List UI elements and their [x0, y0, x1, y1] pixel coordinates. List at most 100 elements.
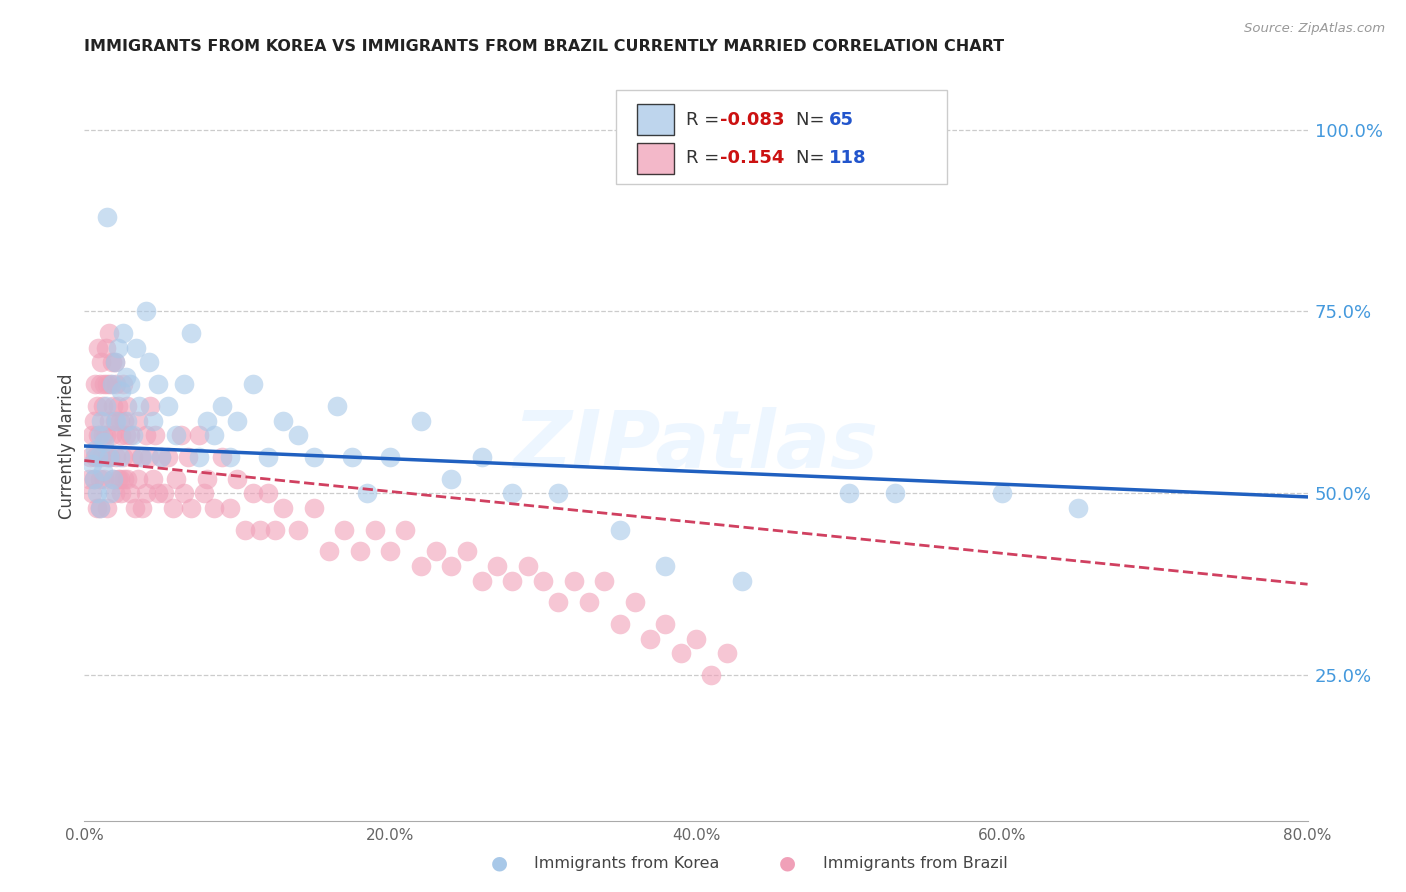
Point [883, 486, 905, 500]
Point [97, 326, 120, 341]
Text: ●: ● [491, 854, 508, 873]
Point [80, 428, 103, 442]
Point [86, 500, 108, 515]
Point [394, 523, 416, 537]
Point [107, 399, 129, 413]
Point [685, 632, 707, 646]
Point [142, 413, 165, 427]
Point [333, 523, 356, 537]
Point [609, 523, 631, 537]
Point [86, 486, 108, 500]
Point [226, 413, 249, 427]
Point [101, 428, 124, 442]
Text: ZIPatlas: ZIPatlas [513, 407, 879, 485]
Point [135, 428, 157, 442]
Point [131, 500, 153, 515]
Point [264, 523, 287, 537]
Point [87, 450, 110, 464]
Point [115, 472, 138, 486]
Point [104, 355, 127, 369]
Point [127, 472, 149, 486]
Point [89, 377, 111, 392]
Text: R =: R = [686, 150, 725, 168]
Text: N=: N= [796, 111, 831, 128]
Text: N=: N= [796, 150, 831, 168]
Point [173, 486, 195, 500]
Point [87, 341, 110, 355]
Point [103, 472, 125, 486]
FancyBboxPatch shape [637, 104, 673, 136]
Point [135, 486, 157, 500]
Text: 118: 118 [830, 150, 868, 168]
Point [108, 472, 131, 486]
Text: Immigrants from Brazil: Immigrants from Brazil [823, 856, 1007, 871]
Point [110, 384, 132, 399]
FancyBboxPatch shape [637, 143, 673, 174]
Point [153, 486, 176, 500]
Point [249, 523, 271, 537]
Point [731, 574, 754, 588]
Point [991, 486, 1014, 500]
Point [170, 428, 193, 442]
Point [162, 500, 184, 515]
Point [80, 486, 103, 500]
Point [96, 450, 118, 464]
Point [107, 341, 129, 355]
Point [1067, 500, 1090, 515]
Point [380, 450, 402, 464]
Point [486, 559, 509, 574]
Point [380, 544, 402, 558]
Point [716, 646, 738, 660]
Point [356, 486, 378, 500]
Point [547, 486, 569, 500]
Point [516, 559, 538, 574]
FancyBboxPatch shape [616, 90, 946, 184]
Point [180, 500, 202, 515]
Point [84, 377, 107, 392]
Point [110, 428, 132, 442]
Point [146, 486, 169, 500]
Point [531, 574, 554, 588]
Point [94, 341, 117, 355]
Point [138, 355, 160, 369]
Point [233, 523, 256, 537]
Point [218, 500, 240, 515]
Point [669, 646, 692, 660]
Point [96, 210, 118, 224]
Point [211, 450, 233, 464]
Point [105, 450, 128, 464]
Point [143, 428, 166, 442]
Point [112, 413, 135, 427]
Y-axis label: Currently Married: Currently Married [58, 373, 76, 519]
Point [409, 413, 432, 427]
Text: R =: R = [686, 111, 725, 128]
Point [364, 523, 387, 537]
Point [108, 413, 131, 427]
Point [146, 377, 169, 392]
Point [135, 304, 157, 318]
Point [502, 574, 524, 588]
Point [547, 595, 569, 609]
Point [87, 428, 110, 442]
Point [195, 472, 218, 486]
Point [98, 450, 121, 464]
Point [96, 500, 118, 515]
Point [120, 428, 142, 442]
Point [77, 472, 100, 486]
Point [108, 450, 131, 464]
Point [89, 472, 111, 486]
Text: ●: ● [779, 854, 796, 873]
Point [211, 399, 233, 413]
Point [502, 486, 524, 500]
Point [115, 399, 138, 413]
Point [440, 472, 463, 486]
Point [287, 523, 309, 537]
Point [91, 399, 114, 413]
Text: -0.154: -0.154 [720, 150, 785, 168]
Point [471, 574, 494, 588]
Point [593, 574, 616, 588]
Point [94, 399, 117, 413]
Point [124, 500, 146, 515]
Point [425, 544, 447, 558]
Point [111, 450, 134, 464]
